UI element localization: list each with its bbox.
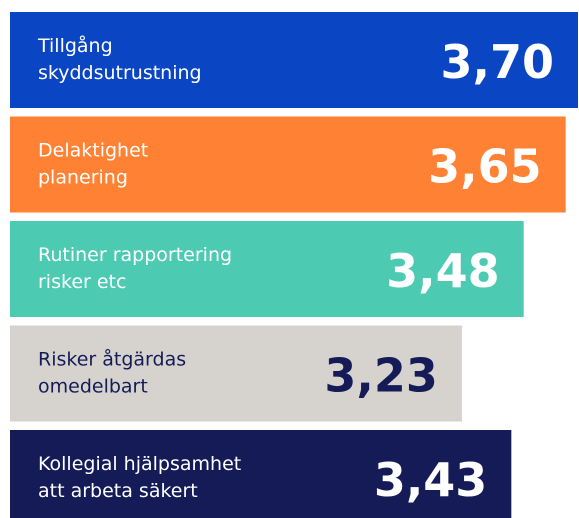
bar-label: skyddsutrustning — [38, 62, 202, 84]
bar-label: att arbeta säkert — [38, 480, 198, 502]
value-label: 3,23 — [324, 349, 438, 403]
bar — [10, 221, 524, 317]
value-label: 3,65 — [428, 140, 542, 194]
bar-label: Delaktighet — [38, 140, 148, 162]
bar — [10, 12, 578, 108]
bar-label: Tillgång — [37, 34, 113, 57]
bar-label: planering — [38, 167, 128, 189]
bar — [10, 430, 512, 518]
bar-label: risker etc — [38, 271, 126, 293]
bar-label: Risker åtgärdas — [38, 348, 186, 371]
value-label: 3,43 — [374, 453, 488, 507]
value-label: 3,48 — [386, 244, 500, 298]
value-label: 3,70 — [441, 35, 555, 89]
bar — [10, 116, 566, 213]
bar — [10, 325, 462, 422]
bar-label: omedelbart — [38, 376, 148, 398]
bar-label: Kollegial hjälpsamhet — [38, 453, 241, 475]
bar-label: Rutiner rapportering — [38, 244, 232, 266]
